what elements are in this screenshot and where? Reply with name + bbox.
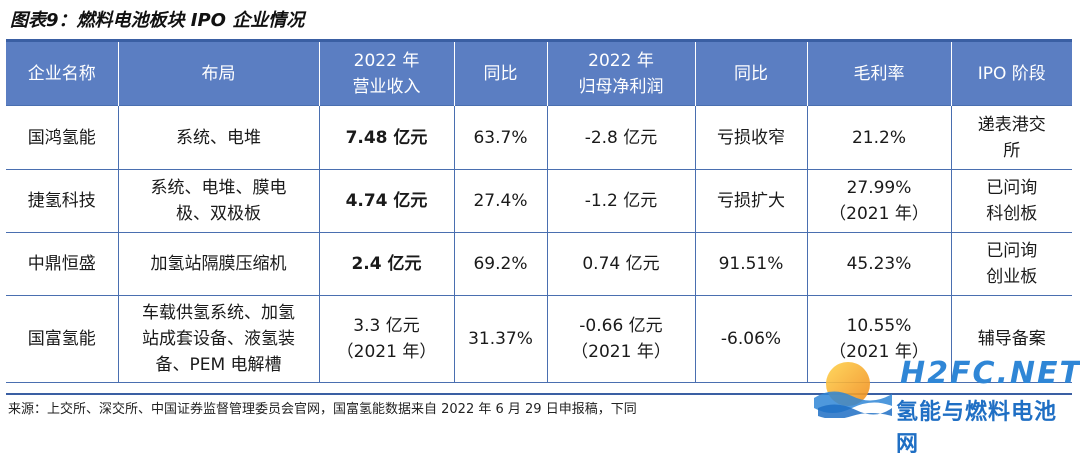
cell-profit-yoy: 91.51% (694, 232, 808, 296)
cell-ipo-stage: 已问询 创业板 (950, 232, 1072, 296)
cell-net-profit: -0.66 亿元 （2021 年） (546, 295, 696, 383)
header-revenue-yoy: 同比 (453, 42, 548, 106)
wave-logo-icon (814, 362, 892, 418)
header-revenue: 2022 年 营业收入 (318, 42, 455, 106)
ipo-table: 企业名称 布局 2022 年 营业收入 同比 2022 年 归母净利润 同比 毛… (6, 42, 1072, 383)
cell-revenue: 2.4 亿元 (318, 232, 455, 296)
cell-gross-margin: 27.99% （2021 年） (806, 169, 952, 233)
cell-revenue-yoy: 63.7% (453, 105, 548, 170)
figure-title: 图表9：燃料电池板块 IPO 企业情况 (10, 10, 305, 31)
cell-company: 捷氢科技 (6, 169, 119, 233)
table-row: 捷氢科技 系统、电堆、膜电 极、双极板 4.74 亿元 27.4% -1.2 亿… (6, 169, 1072, 233)
cell-layout: 车载供氢系统、加氢 站成套设备、液氢装 备、PEM 电解槽 (117, 295, 320, 383)
table-row: 国鸿氢能 系统、电堆 7.48 亿元 63.7% -2.8 亿元 亏损收窄 21… (6, 105, 1072, 170)
table-top-rule (6, 39, 1072, 42)
cell-company: 国富氢能 (6, 295, 119, 383)
cell-layout: 加氢站隔膜压缩机 (117, 232, 320, 296)
cell-gross-margin: 45.23% (806, 232, 952, 296)
table-row: 中鼎恒盛 加氢站隔膜压缩机 2.4 亿元 69.2% 0.74 亿元 91.51… (6, 232, 1072, 296)
cell-layout: 系统、电堆 (117, 105, 320, 170)
table-bottom-rule (6, 393, 1072, 395)
cell-company: 中鼎恒盛 (6, 232, 119, 296)
cell-net-profit: -1.2 亿元 (546, 169, 696, 233)
cell-net-profit: 0.74 亿元 (546, 232, 696, 296)
cell-ipo-stage: 辅导备案 (950, 295, 1072, 383)
cell-revenue-yoy: 31.37% (453, 295, 548, 383)
header-layout: 布局 (117, 42, 320, 106)
cell-revenue: 7.48 亿元 (318, 105, 455, 170)
cell-profit-yoy: 亏损扩大 (694, 169, 808, 233)
header-company: 企业名称 (6, 42, 119, 106)
cell-gross-margin: 21.2% (806, 105, 952, 170)
watermark-subtitle: 氢能与燃料电池网 (896, 400, 1058, 457)
cell-ipo-stage: 递表港交 所 (950, 105, 1072, 170)
cell-profit-yoy: 亏损收窄 (694, 105, 808, 170)
table-header-row: 企业名称 布局 2022 年 营业收入 同比 2022 年 归母净利润 同比 毛… (6, 42, 1072, 106)
cell-company: 国鸿氢能 (6, 105, 119, 170)
watermark: H2FC.NET 氢能与燃料电池网 (812, 352, 1080, 457)
cell-profit-yoy: -6.06% (694, 295, 808, 383)
cell-revenue-yoy: 69.2% (453, 232, 548, 296)
cell-net-profit: -2.8 亿元 (546, 105, 696, 170)
cell-revenue: 4.74 亿元 (318, 169, 455, 233)
cell-revenue-yoy: 27.4% (453, 169, 548, 233)
cell-gross-margin: 10.55% （2021 年） (806, 295, 952, 383)
cell-revenue: 3.3 亿元 （2021 年） (318, 295, 455, 383)
header-ipo-stage: IPO 阶段 (950, 42, 1072, 106)
header-profit-yoy: 同比 (694, 42, 808, 106)
watermark-brand: H2FC.NET (900, 356, 1080, 391)
header-gross-margin: 毛利率 (806, 42, 952, 106)
source-note: 来源：上交所、深交所、中国证券监督管理委员会官网，国富氢能数据来自 2022 年… (8, 402, 637, 417)
header-net-profit: 2022 年 归母净利润 (546, 42, 696, 106)
cell-ipo-stage: 已问询 科创板 (950, 169, 1072, 233)
table-row: 国富氢能 车载供氢系统、加氢 站成套设备、液氢装 备、PEM 电解槽 3.3 亿… (6, 295, 1072, 383)
cell-layout: 系统、电堆、膜电 极、双极板 (117, 169, 320, 233)
